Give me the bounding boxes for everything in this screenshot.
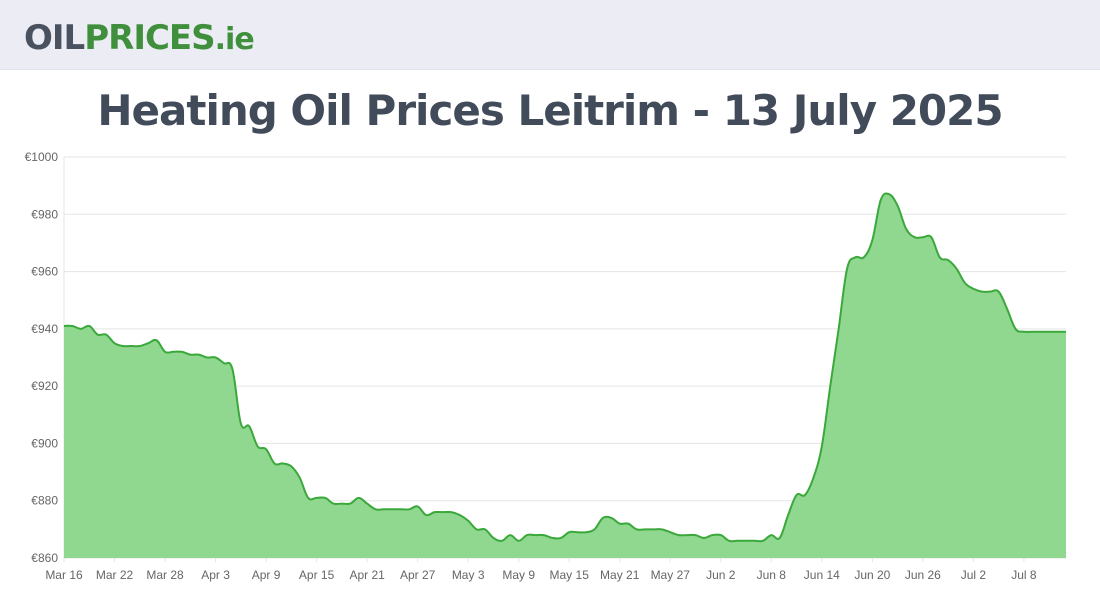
- x-tick-label: Jul 2: [961, 568, 987, 582]
- x-tick-label: May 21: [600, 568, 640, 582]
- y-tick-label: €900: [31, 436, 58, 450]
- price-line: [63, 192, 1066, 543]
- page-title: Heating Oil Prices Leitrim - 13 July 202…: [97, 86, 1003, 135]
- x-tick-label: Jun 14: [804, 568, 840, 582]
- x-tick-label: Mar 16: [45, 568, 83, 582]
- x-axis-ticks: Mar 16 Mar 22 Mar 28 Apr 3 Apr 9 Apr 15 Apr 21…: [45, 558, 1037, 582]
- y-tick-label: €880: [31, 494, 58, 508]
- x-tick-label: May 9: [502, 568, 535, 582]
- x-tick-label: Jun 8: [757, 568, 787, 582]
- logo-text-ie: .ie: [214, 22, 255, 57]
- y-tick-label: €980: [31, 207, 58, 221]
- x-tick-label: Apr 21: [349, 568, 385, 582]
- y-tick-label: €1000: [25, 150, 59, 164]
- x-tick-label: May 27: [651, 568, 691, 582]
- x-tick-label: May 3: [452, 568, 485, 582]
- y-axis-ticks: €860 €880 €900 €920 €940 €960 €980 €1000: [25, 150, 59, 565]
- x-tick-label: Mar 28: [146, 568, 184, 582]
- logo-text-prices: PRICES: [84, 18, 215, 58]
- y-tick-label: €860: [31, 551, 58, 565]
- y-tick-label: €940: [31, 322, 58, 336]
- x-tick-label: Jun 26: [905, 568, 941, 582]
- x-tick-label: Mar 22: [96, 568, 134, 582]
- site-logo[interactable]: OILPRICES.ie: [24, 18, 255, 60]
- x-tick-label: Apr 27: [400, 568, 436, 582]
- x-tick-label: Jul 8: [1011, 568, 1037, 582]
- price-area-fill: [64, 193, 1066, 559]
- logo-text-oil: OIL: [24, 18, 85, 58]
- x-tick-label: May 15: [550, 568, 590, 582]
- x-tick-label: Jun 2: [706, 568, 736, 582]
- x-tick-label: Apr 15: [299, 568, 335, 582]
- y-tick-label: €960: [31, 265, 58, 279]
- x-tick-label: Jun 20: [854, 568, 890, 582]
- x-tick-label: Apr 9: [252, 568, 281, 582]
- y-tick-label: €920: [31, 379, 58, 393]
- x-tick-label: Apr 3: [201, 568, 230, 582]
- site-header: OILPRICES.ie: [0, 0, 1100, 70]
